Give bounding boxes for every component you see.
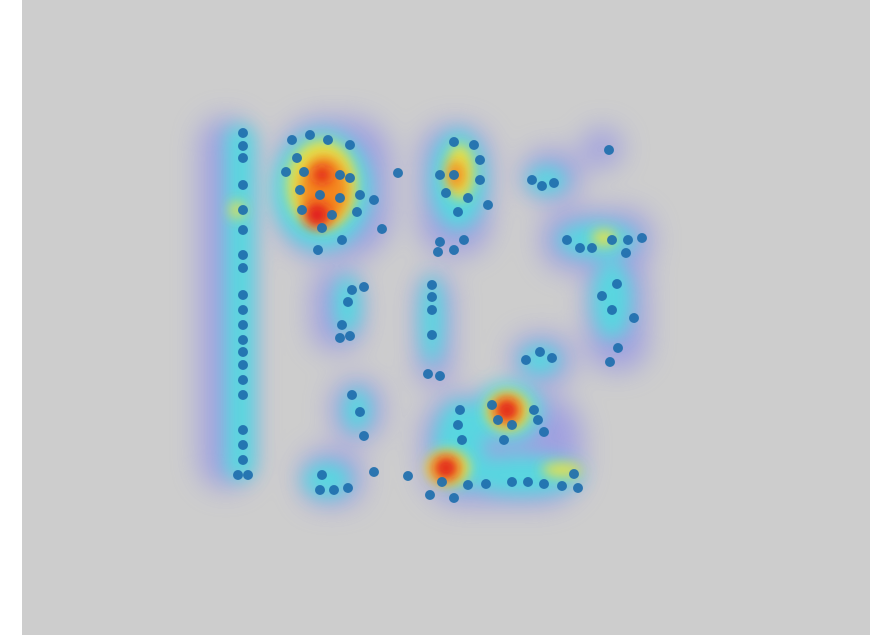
- heat-peak: [305, 167, 517, 478]
- heatmap-panel: [22, 0, 870, 635]
- heat-cyan: [225, 125, 637, 498]
- gaze-heatmap: [200, 118, 652, 505]
- fixation-points: [233, 128, 647, 503]
